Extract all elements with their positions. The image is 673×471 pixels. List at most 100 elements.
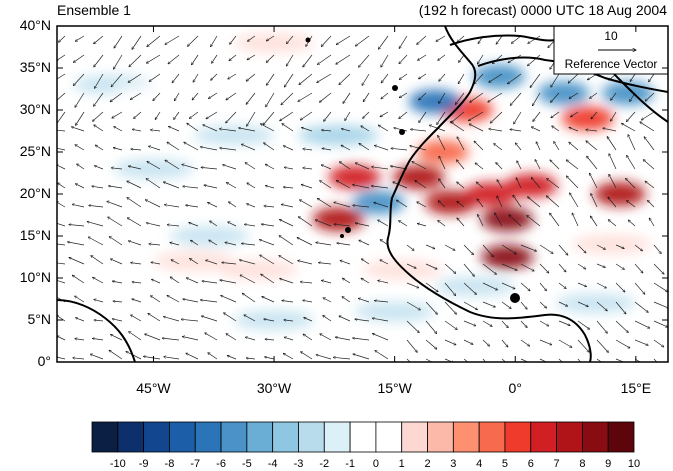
wind-vector [165, 35, 180, 45]
wind-vector [626, 178, 636, 189]
wind-vector [172, 73, 180, 83]
lat-label: 30°N [19, 101, 51, 117]
wind-vector [317, 73, 332, 83]
wind-vector [260, 124, 275, 132]
cape-verde-island [340, 234, 344, 238]
wind-vector [378, 125, 389, 132]
wind-vector [611, 111, 617, 121]
wind-vector [134, 111, 142, 119]
wind-vector [266, 92, 275, 107]
wind-vector [649, 73, 655, 82]
wind-vector [186, 278, 199, 284]
wind-vector [372, 334, 389, 341]
anomaly-blob [113, 83, 194, 104]
wind-vector [260, 255, 275, 265]
wind-vector [298, 261, 313, 265]
wind-vector [468, 111, 484, 121]
wind-vector [425, 339, 437, 349]
wind-vector [645, 181, 655, 189]
anomaly-blob [352, 190, 405, 215]
wind-vector [539, 339, 552, 345]
wind-vector [113, 54, 123, 69]
wind-vector [163, 182, 180, 189]
wind-vector [321, 280, 332, 284]
wind-vector [510, 129, 522, 132]
wind-vector [110, 334, 123, 341]
wind-vector [552, 126, 560, 132]
wind-vector [72, 275, 85, 284]
wind-vector [457, 182, 465, 189]
wind-vector [191, 54, 199, 65]
wind-vector [92, 338, 104, 341]
wind-vector [146, 54, 161, 63]
wind-vector [438, 54, 446, 60]
wind-vector [626, 111, 636, 122]
wind-vector [477, 199, 484, 208]
wind-vector [570, 111, 579, 117]
wind-vector [200, 147, 218, 151]
wind-vector [634, 339, 648, 345]
colorbar-label: 1 [398, 458, 405, 470]
wind-vector [301, 185, 313, 189]
wind-vector [363, 92, 370, 102]
wind-vector [89, 205, 104, 208]
wind-vector [653, 263, 664, 274]
wind-vector [566, 176, 579, 189]
wind-vector [476, 182, 484, 189]
wind-vector [242, 293, 256, 303]
wind-vector [359, 240, 370, 246]
anomaly-blob [424, 190, 477, 215]
wind-vector [566, 160, 579, 170]
wind-vector [608, 220, 617, 227]
wind-vector [246, 92, 256, 104]
wind-vector [75, 296, 85, 303]
wind-vector [501, 339, 508, 347]
wind-vector [69, 258, 85, 265]
islands [305, 37, 520, 303]
wind-vector [418, 54, 427, 60]
wind-vector [244, 315, 256, 322]
wind-vector [439, 73, 446, 81]
wind-vector [230, 35, 237, 44]
wind-vector [451, 111, 465, 123]
wind-vector [286, 35, 294, 44]
colorbar-label: -9 [138, 458, 149, 470]
wind-vector [381, 73, 389, 83]
wind-vector [577, 244, 586, 253]
wind-vector [539, 320, 549, 326]
wind-vector [444, 263, 456, 274]
wind-vector [335, 337, 351, 341]
wind-vector [527, 216, 541, 227]
wind-vector [183, 186, 199, 189]
wind-vector [90, 354, 104, 360]
wind-vector [527, 54, 541, 66]
wind-vector [653, 320, 668, 327]
colorbar-swatch [452, 421, 480, 453]
wind-vector [337, 243, 351, 246]
wind-vector [390, 166, 408, 170]
wind-vector [109, 350, 123, 360]
wind-vector [94, 125, 104, 132]
colorbar-swatch [556, 421, 583, 453]
wind-vector [363, 111, 370, 118]
colorbar-label: -3 [293, 458, 304, 470]
wind-vector [640, 122, 655, 132]
colorbar-label: 5 [501, 458, 508, 470]
wind-vector [496, 163, 503, 170]
wind-vector [342, 278, 351, 284]
wind-vector [590, 92, 598, 98]
wind-vector [300, 111, 313, 120]
wind-vector [205, 333, 218, 341]
wind-vector [187, 35, 199, 46]
wind-vector [189, 223, 199, 227]
wind-vector [361, 278, 370, 284]
wind-vector [470, 92, 484, 102]
wind-vector [482, 301, 496, 307]
wind-vector [147, 35, 161, 47]
wind-vector [634, 263, 643, 273]
wind-vector [496, 35, 503, 44]
wind-vector [469, 124, 484, 132]
wind-vector [261, 224, 275, 227]
wind-vector [336, 35, 351, 45]
wind-vector [570, 193, 579, 208]
